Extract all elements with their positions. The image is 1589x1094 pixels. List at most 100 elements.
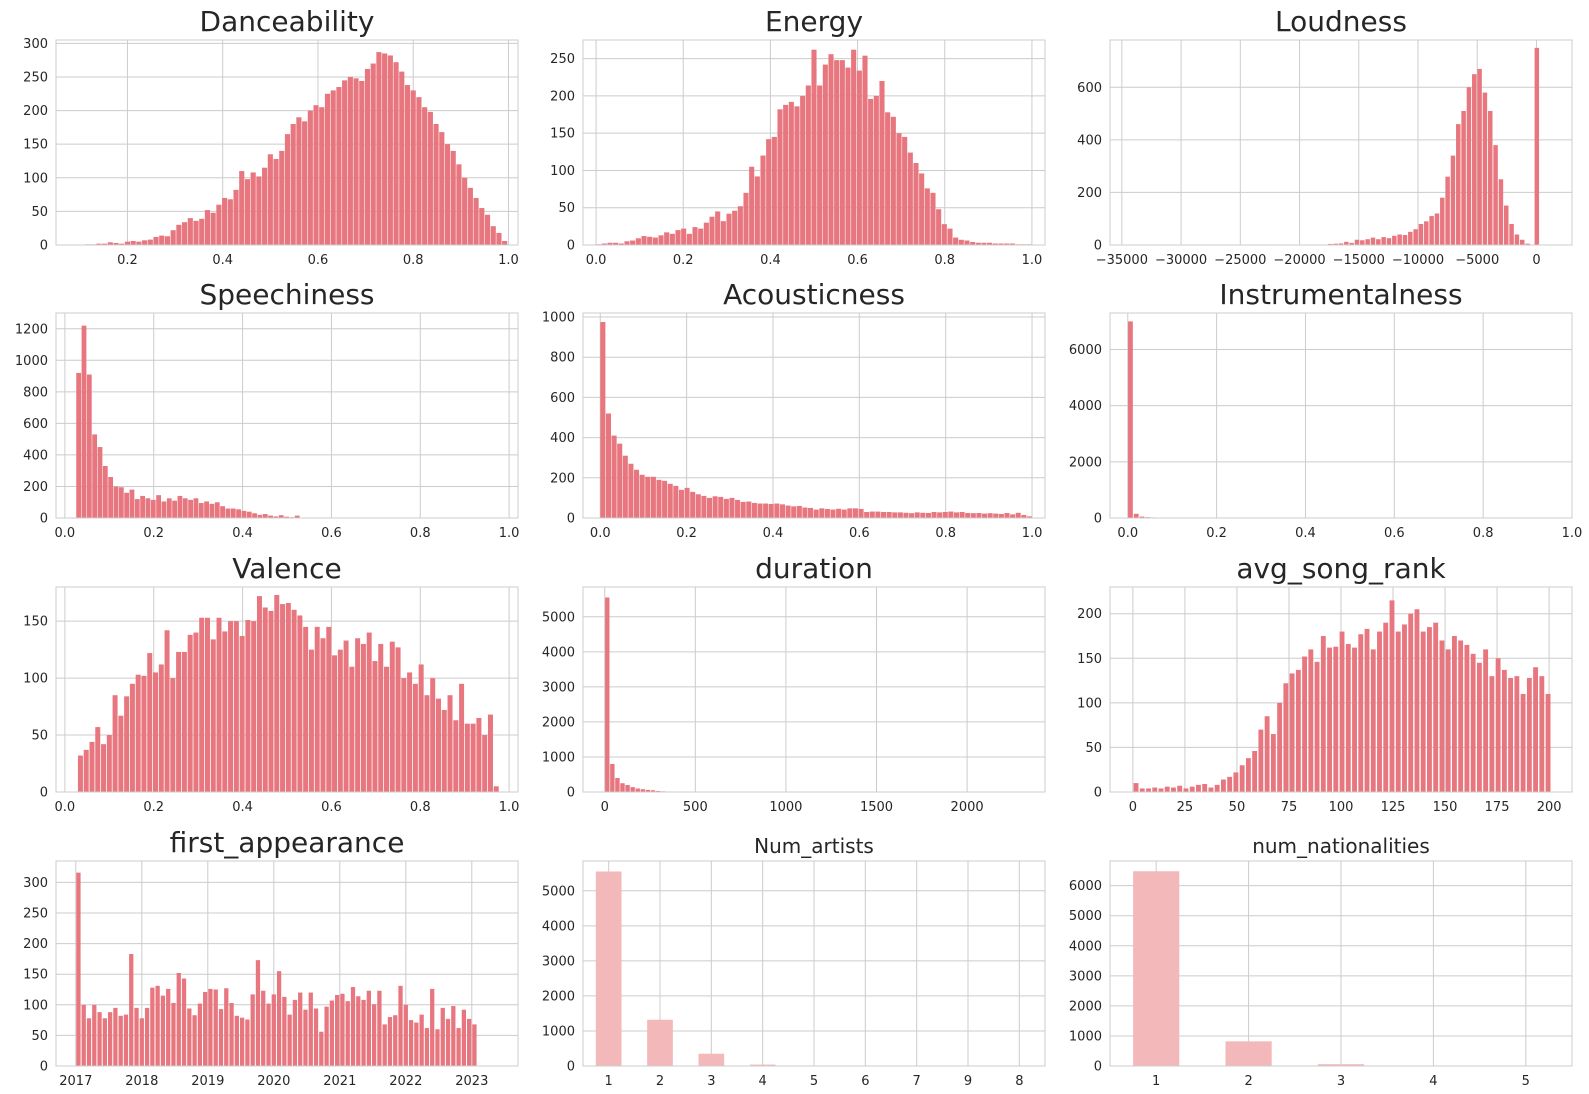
histogram-bar — [1495, 658, 1501, 792]
histogram-bar — [450, 150, 456, 245]
histogram-bar — [858, 508, 864, 518]
x-tick-label: 2000 — [951, 800, 984, 815]
y-tick-label: 100 — [1077, 696, 1102, 711]
histogram-bar — [435, 698, 441, 792]
histogram-bar — [836, 508, 842, 518]
histogram-bar — [647, 236, 653, 245]
histogram-bar — [1021, 514, 1027, 518]
histogram-bar — [1345, 644, 1351, 792]
chart-panel: 0 50 100 150 0.0 0.2 0.4 0.6 0.8 1.0 Valence — [23, 552, 519, 815]
y-tick-label: 200 — [23, 480, 48, 495]
histogram-bar — [278, 515, 284, 518]
histogram-bar — [864, 511, 870, 518]
histogram-bar — [760, 155, 766, 245]
histogram-bar — [422, 107, 428, 246]
histogram-bar — [785, 505, 791, 518]
histogram-bar — [1408, 231, 1413, 245]
histogram-bar — [1258, 729, 1264, 792]
histogram-bar — [690, 491, 696, 518]
histogram-bar — [102, 243, 108, 245]
histogram-bar — [1424, 221, 1429, 245]
histogram-bar — [652, 237, 658, 245]
axes-frame — [582, 586, 1046, 793]
x-tick-label: 0.2 — [143, 800, 164, 815]
histogram-bar — [1525, 243, 1530, 245]
histogram-bar — [356, 996, 361, 1066]
histogram-bar — [181, 978, 187, 1066]
histogram-bar — [302, 121, 308, 245]
histogram-bar — [92, 434, 98, 518]
y-tick-label: 6000 — [1069, 879, 1102, 894]
histogram-bar — [1302, 656, 1308, 792]
histogram-bar — [313, 1008, 319, 1066]
histogram-bar — [371, 1004, 377, 1066]
histogram-bar — [359, 81, 365, 245]
histogram-bar — [1308, 649, 1314, 792]
y-tick-label: 600 — [550, 391, 575, 406]
histogram-bar — [496, 232, 502, 245]
histogram-bar — [188, 499, 194, 518]
histogram-bar — [1139, 516, 1145, 518]
histogram-bar — [830, 509, 836, 518]
histogram-bar — [1146, 788, 1151, 792]
histogram-bar — [1004, 512, 1010, 518]
x-tick-label: 0.0 — [586, 253, 607, 268]
histogram-bar — [1133, 783, 1139, 792]
histogram-bar — [1456, 124, 1461, 245]
histogram-bar — [965, 512, 971, 518]
histogram-bar — [639, 474, 645, 518]
histogram-bar — [1376, 239, 1381, 245]
histogram-bar — [193, 632, 199, 792]
histogram-bar — [1429, 216, 1434, 245]
histogram-bar — [424, 695, 430, 792]
histogram-bar — [353, 78, 359, 245]
histogram-bar — [1227, 776, 1233, 792]
histogram-bar — [723, 498, 729, 518]
y-tick-label: 250 — [23, 70, 48, 85]
x-tick-label: 0.6 — [1384, 526, 1405, 541]
histogram-bar — [444, 144, 451, 245]
histogram-bar — [340, 993, 345, 1066]
histogram-bar — [1498, 179, 1504, 245]
histogram-bar — [1483, 649, 1489, 792]
histogram-bar — [273, 158, 279, 245]
x-tick-label: 0.8 — [934, 253, 955, 268]
histogram-bar — [261, 990, 266, 1066]
histogram-bar — [1533, 667, 1539, 792]
histogram-bar — [412, 683, 418, 792]
x-tick-label: 2 — [656, 1074, 664, 1089]
histogram-bar — [1482, 92, 1488, 245]
histogram-bar — [166, 988, 171, 1066]
histogram-bar — [308, 649, 314, 792]
y-tick-label: 400 — [1077, 133, 1102, 148]
chart-panel: 0 200 400 600 −35000 −30000 −25000 −20000 −15000… — [1077, 5, 1573, 268]
x-tick-label: 0.2 — [1206, 526, 1227, 541]
x-tick-label: 1 — [605, 1074, 613, 1089]
y-tick-label: 50 — [31, 1029, 48, 1044]
y-tick-label: 200 — [1077, 186, 1102, 201]
histogram-bar — [193, 498, 199, 518]
x-tick-label: 0.4 — [1295, 526, 1316, 541]
histogram-bar — [1370, 237, 1376, 245]
histogram-bar — [77, 755, 83, 792]
y-tick-label: 2000 — [542, 715, 575, 730]
histogram-bar — [398, 985, 403, 1066]
x-tick-label: 0.4 — [760, 253, 781, 268]
histogram-bar — [628, 463, 634, 518]
histogram-bar — [1458, 640, 1464, 792]
y-tick-label: 100 — [23, 998, 48, 1013]
histogram-bar — [136, 241, 142, 245]
histogram-bar — [1139, 788, 1145, 792]
histogram-bar — [1440, 197, 1445, 245]
histogram-bar — [204, 210, 211, 245]
chart-panel: 0 50 100 150 200 250 300 2017 2018 2019 2020 2021 20… — [23, 826, 519, 1089]
y-tick-label: 250 — [550, 52, 575, 67]
histogram-bar — [635, 788, 640, 792]
x-tick-label: −10000 — [1392, 253, 1444, 268]
x-tick-label: 0.8 — [410, 800, 431, 815]
histogram-bar — [487, 714, 493, 792]
y-tick-label: 0 — [1094, 1060, 1102, 1075]
histogram-bar — [1434, 213, 1440, 245]
histogram-bar — [834, 60, 840, 245]
x-tick-label: 2021 — [323, 1074, 356, 1089]
